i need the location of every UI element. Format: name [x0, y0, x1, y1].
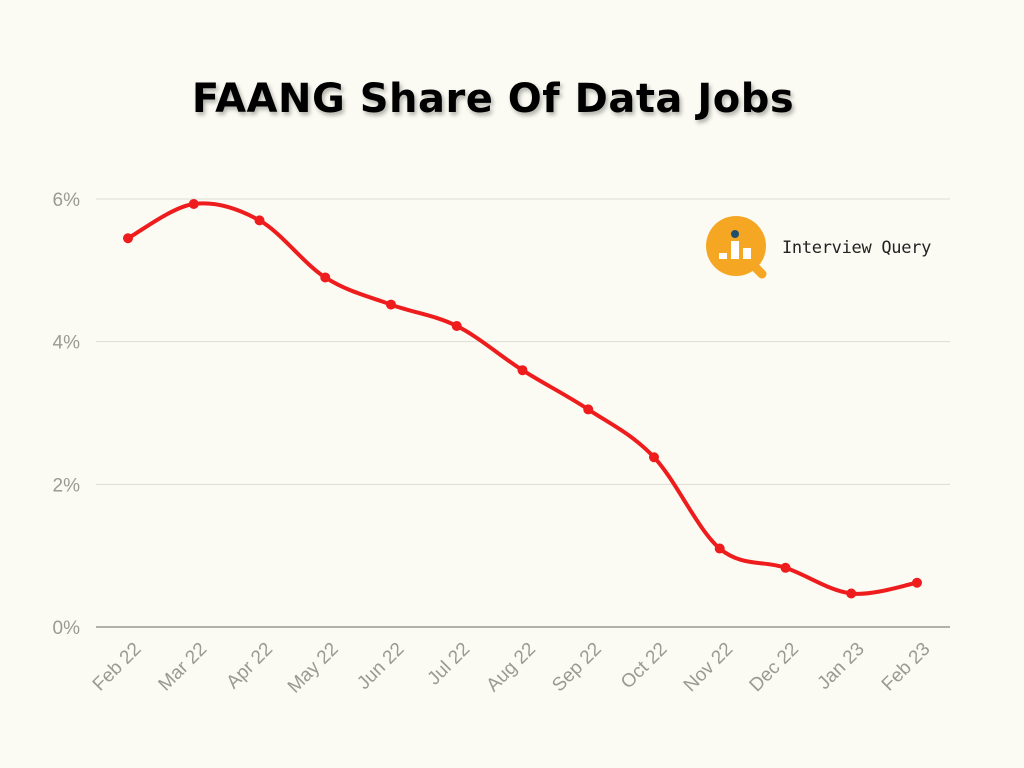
x-tick-label: Feb 22	[89, 639, 146, 696]
data-points	[123, 198, 922, 599]
x-tick-label: Aug 22	[483, 639, 540, 696]
y-tick-label: 0%	[53, 618, 81, 639]
chart-title: FAANG Share Of Data Jobs	[191, 76, 795, 122]
y-tick-label: 6%	[53, 190, 81, 211]
data-point	[386, 299, 396, 310]
x-tick-label: Sep 22	[548, 639, 605, 696]
x-tick-label: Apr 22	[223, 639, 277, 693]
grid-lines	[96, 198, 950, 628]
data-point	[517, 365, 528, 376]
y-axis-ticks: 0% 2% 4% 6%	[53, 190, 81, 639]
x-tick-label: Oct 22	[617, 639, 671, 693]
x-tick-label: Jul 22	[424, 639, 475, 690]
data-point	[123, 233, 133, 244]
data-point	[320, 272, 331, 283]
x-axis-ticks: Feb 22 Mar 22 Apr 22 May 22 Jun 22 Jul 22 Aug …	[89, 639, 935, 698]
x-tick-label: Dec 22	[746, 639, 803, 696]
data-point	[780, 562, 791, 573]
x-tick-label: Jan 23	[814, 639, 869, 694]
logo-text: Interview Query	[782, 238, 932, 258]
x-tick-label: May 22	[284, 639, 343, 698]
magnifier-bar-chart-icon	[706, 216, 767, 279]
x-tick-label: Feb 23	[878, 639, 935, 696]
data-point	[583, 404, 594, 415]
y-tick-label: 2%	[53, 475, 81, 496]
data-point	[451, 320, 462, 331]
x-tick-label: Mar 22	[155, 639, 212, 696]
data-point	[254, 215, 265, 226]
x-tick-label: Jun 22	[353, 639, 408, 694]
x-tick-label: Nov 22	[680, 639, 737, 696]
data-point	[188, 198, 199, 209]
interview-query-logo: Interview Query	[706, 216, 931, 280]
data-point	[649, 452, 659, 463]
data-point	[846, 588, 857, 599]
data-point	[912, 577, 922, 588]
data-point	[714, 543, 725, 554]
y-tick-label: 4%	[53, 333, 81, 354]
